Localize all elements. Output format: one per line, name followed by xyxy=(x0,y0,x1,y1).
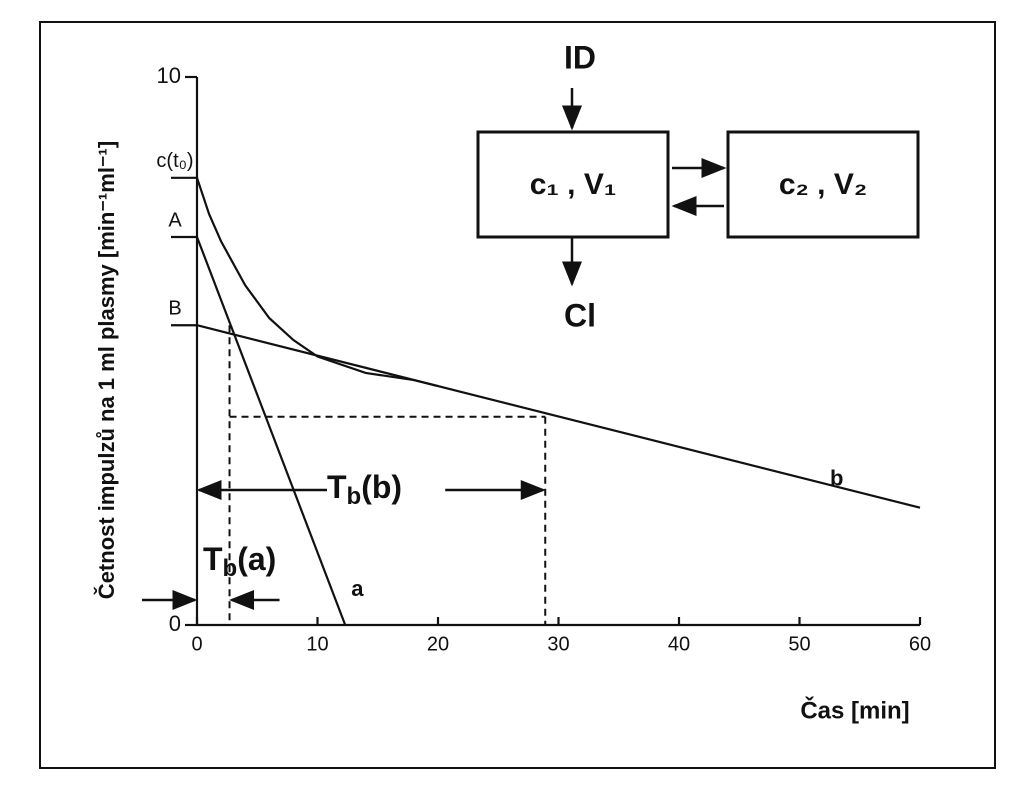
half-life-label: Tb(b) xyxy=(327,469,402,510)
label-part: b xyxy=(223,555,238,582)
label-part: T xyxy=(203,541,223,577)
x-tick-label: 10 xyxy=(306,633,328,655)
input-label: ID xyxy=(564,39,596,75)
half-life-label: Tb(a) xyxy=(203,541,276,582)
y-tick-label: 0 xyxy=(169,611,181,636)
frame xyxy=(39,21,996,769)
data-line xyxy=(195,177,439,388)
level-label: A xyxy=(168,209,182,231)
compartment-box xyxy=(726,130,920,239)
label-part: (a) xyxy=(237,541,276,577)
series-label: b xyxy=(830,466,843,491)
label-part: T xyxy=(327,469,347,505)
output-label: Cl xyxy=(564,297,596,333)
data-line xyxy=(195,236,347,626)
series-label: a xyxy=(351,576,364,601)
level-label: c(t₀) xyxy=(156,150,193,172)
x-tick-label: 30 xyxy=(547,633,569,655)
x-tick-label: 60 xyxy=(909,633,931,655)
compartment-box xyxy=(476,130,670,239)
label-part: (b) xyxy=(361,469,402,505)
x-tick-label: 50 xyxy=(788,633,810,655)
label-part: b xyxy=(347,483,362,510)
y-axis-title: Četnost impulzů na 1 ml plasmy [min⁻¹ml⁻… xyxy=(94,141,119,599)
compartment-label: c₂ , V₂ xyxy=(779,168,867,201)
x-tick-label: 20 xyxy=(427,633,449,655)
x-axis-title: Čas [min] xyxy=(800,696,909,724)
compartment-label: c₁ , V₁ xyxy=(530,168,617,201)
x-tick-label: 0 xyxy=(191,633,202,655)
y-tick-label: 10 xyxy=(157,63,181,88)
x-tick-label: 40 xyxy=(668,633,690,655)
level-label: B xyxy=(168,298,181,320)
